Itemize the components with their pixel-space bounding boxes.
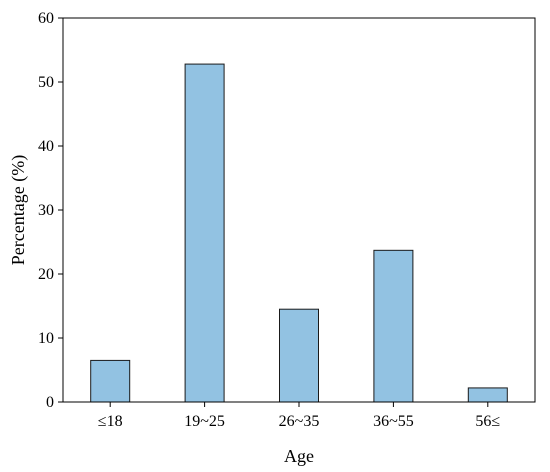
bar-1 (184, 63, 225, 403)
y-tick-label: 0 (46, 394, 54, 411)
y-tick-label: 30 (38, 202, 54, 219)
y-tick-label: 60 (38, 10, 54, 27)
y-tick-label: 40 (38, 138, 54, 155)
y-tick-label: 20 (38, 266, 54, 283)
x-tick-label: 19~25 (184, 413, 225, 430)
x-tick-label: 26~35 (279, 413, 320, 430)
y-tick-label: 10 (38, 330, 54, 347)
y-tick-label: 50 (38, 74, 54, 91)
x-axis-title: Age (284, 446, 314, 466)
bar-0 (90, 359, 131, 403)
x-tick-label: 56≤ (475, 413, 500, 430)
bar-2 (279, 308, 319, 403)
x-tick-label: ≤18 (98, 413, 123, 430)
x-ticks: ≤18 19~25 26~35 36~55 56≤ (98, 402, 500, 430)
x-tick-label: 36~55 (373, 413, 414, 430)
bars-layer (90, 63, 508, 403)
y-axis-title: Percentage (%) (8, 155, 29, 265)
bar-3 (373, 249, 414, 403)
bar-4 (467, 387, 508, 403)
y-ticks: 0 10 20 30 40 50 60 (38, 10, 63, 411)
